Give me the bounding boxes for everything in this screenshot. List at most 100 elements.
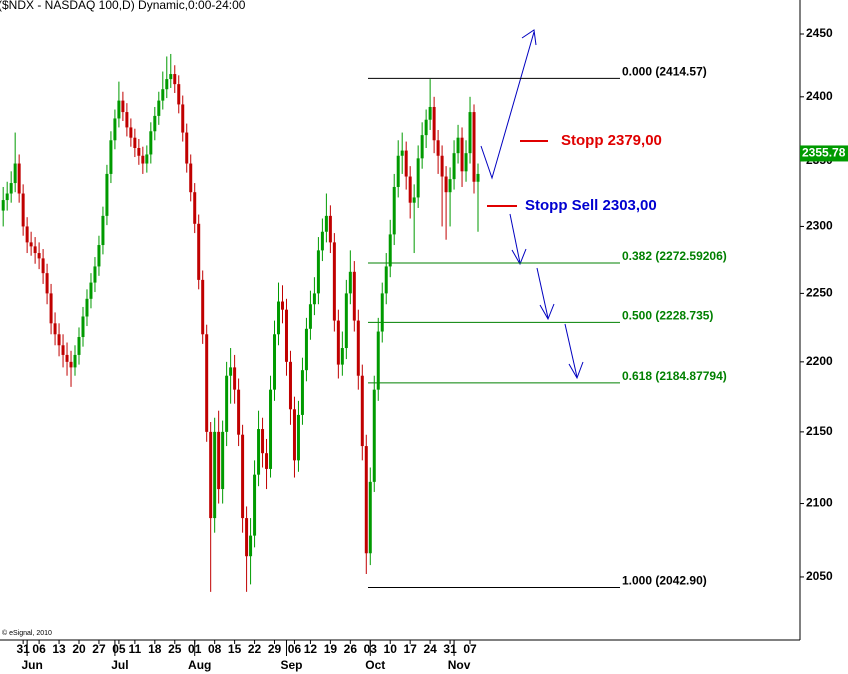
candle-body <box>368 481 372 554</box>
candle-body <box>225 375 229 432</box>
x-tick-label: 26 <box>344 642 358 656</box>
candle-body <box>340 348 344 365</box>
candle-body <box>332 242 336 321</box>
candle-body <box>157 100 161 116</box>
candle-body <box>73 354 77 368</box>
candle-body <box>241 434 245 519</box>
arrow <box>564 323 578 378</box>
candle-body <box>288 361 292 410</box>
candle-body <box>440 155 444 177</box>
fib-label: 1.000 (2042.90) <box>622 574 707 588</box>
y-tick-label: 2200 <box>806 354 833 368</box>
x-tick-label: 13 <box>52 642 66 656</box>
x-tick-label: 05 <box>112 642 126 656</box>
candle-body <box>201 279 205 335</box>
chart-title: ($NDX - NASDAQ 100,D) Dynamic,0:00-24:00 <box>0 0 246 12</box>
candle-body <box>404 150 408 177</box>
x-tick-label: 11 <box>129 642 142 656</box>
candle-body <box>304 328 308 371</box>
month-label: Aug <box>188 658 211 672</box>
candle-body <box>464 153 468 172</box>
candles <box>1 53 480 592</box>
candle-body <box>420 135 424 159</box>
x-tick-label: 08 <box>208 642 222 656</box>
candle-body <box>408 176 412 203</box>
candle-body <box>452 153 456 180</box>
x-tick-label: 18 <box>148 642 162 656</box>
candle-body <box>269 389 273 469</box>
x-tick-label: 17 <box>403 642 417 656</box>
candle-body <box>312 293 316 305</box>
candle-body <box>17 163 21 194</box>
candle-body <box>65 354 69 362</box>
candle-body <box>432 106 436 141</box>
y-tick-label: 2300 <box>806 219 833 233</box>
candle-body <box>213 431 217 519</box>
candle-body <box>472 112 476 182</box>
candle-body <box>249 535 253 557</box>
candle-body <box>45 273 49 294</box>
arrow-head <box>521 29 537 46</box>
arrow <box>480 31 535 180</box>
candle-body <box>436 140 440 156</box>
candle-body <box>328 215 332 243</box>
x-tick-label: 15 <box>228 642 242 656</box>
candle-body <box>197 223 201 280</box>
annotation: Stopp Sell 2303,00 <box>525 197 657 214</box>
candle-body <box>296 414 300 461</box>
candle-body <box>77 337 81 355</box>
candle-body <box>253 474 257 536</box>
y-tick-label: 2100 <box>806 496 833 510</box>
candle-body <box>412 197 416 203</box>
x-tick-label: 20 <box>72 642 86 656</box>
candle-body <box>352 271 356 321</box>
month-label: Jul <box>111 658 128 672</box>
x-tick-label: 06 <box>288 642 302 656</box>
candle-body <box>400 150 404 156</box>
candle-body <box>380 293 384 332</box>
candle-body <box>460 137 464 172</box>
arrow-head <box>539 303 555 321</box>
candle-body <box>444 176 448 193</box>
candle-body <box>280 301 284 310</box>
candle-body <box>348 271 352 294</box>
candle-body <box>185 132 189 164</box>
x-tick-label: 25 <box>168 642 182 656</box>
candle-body <box>257 429 261 475</box>
arrow-head <box>568 361 584 380</box>
candle-body <box>273 334 277 390</box>
candle-body <box>109 140 113 174</box>
y-tick-label: 2050 <box>806 569 833 583</box>
candle-body <box>448 179 452 193</box>
candle-body <box>217 431 221 490</box>
candle-body <box>229 367 233 376</box>
candle-body <box>424 119 428 136</box>
candle-body <box>105 173 109 216</box>
candle-body <box>117 100 121 119</box>
candle-body <box>81 316 85 338</box>
copyright: © eSignal, 2010 <box>2 629 52 637</box>
candle-body <box>149 131 153 155</box>
candle-body <box>245 518 249 557</box>
candle-body <box>89 282 93 299</box>
candle-body <box>300 370 304 415</box>
candle-body <box>153 115 157 132</box>
candle-body <box>205 334 209 432</box>
y-tick-label: 2150 <box>806 424 833 438</box>
fib-label: 0.500 (2228.735) <box>622 308 713 322</box>
candle-body <box>9 183 13 194</box>
x-tick-label: 24 <box>423 642 437 656</box>
candle-body <box>145 154 149 164</box>
candle-body <box>141 155 145 164</box>
candle-body <box>292 409 296 461</box>
candle-body <box>336 320 340 365</box>
x-tick-label: 12 <box>304 642 318 656</box>
fib-label: 0.382 (2272.59206) <box>622 249 727 263</box>
candle-body <box>209 431 213 519</box>
candle-body <box>137 148 141 156</box>
candle-body <box>69 361 73 368</box>
candle-body <box>360 375 364 447</box>
candle-body <box>364 446 368 554</box>
y-tick-label: 2250 <box>806 286 833 300</box>
